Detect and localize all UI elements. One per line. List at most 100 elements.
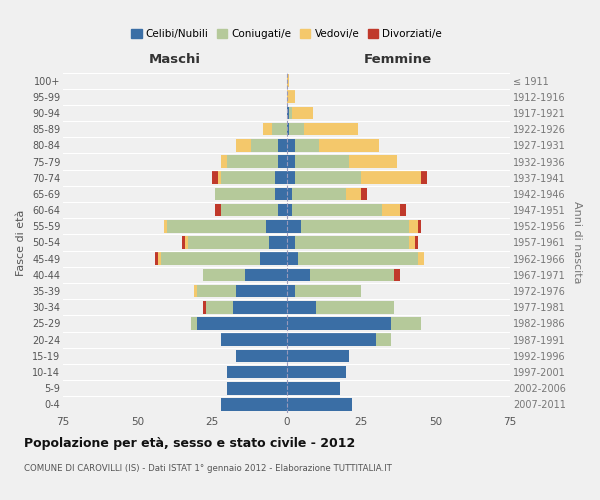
Bar [215,188,275,200]
Bar [266,220,287,232]
Bar [212,172,218,184]
Bar [292,204,382,216]
Bar [287,382,340,394]
Bar [287,139,295,151]
Bar [400,204,406,216]
Bar [346,188,361,200]
Bar [304,123,358,136]
Bar [221,155,227,168]
Bar [287,350,349,362]
Bar [287,366,346,378]
Bar [167,220,266,232]
Bar [221,334,287,346]
Text: Femmine: Femmine [364,53,433,66]
Bar [287,236,295,249]
Bar [295,172,361,184]
Bar [203,301,206,314]
Bar [158,252,161,265]
Bar [421,172,427,184]
Legend: Celibi/Nubili, Coniugati/e, Vedovi/e, Divorziati/e: Celibi/Nubili, Coniugati/e, Vedovi/e, Di… [127,25,446,44]
Bar [287,268,310,281]
Bar [218,172,221,184]
Bar [194,285,197,298]
Bar [185,236,188,249]
Bar [415,236,418,249]
Bar [391,317,421,330]
Bar [349,155,397,168]
Bar [295,155,349,168]
Bar [295,236,409,249]
Y-axis label: Fasce di età: Fasce di età [16,210,26,276]
Bar [287,220,301,232]
Bar [236,285,287,298]
Bar [236,350,287,362]
Bar [287,188,292,200]
Bar [287,90,295,103]
Bar [251,139,278,151]
Bar [376,334,391,346]
Bar [287,398,352,410]
Bar [382,204,400,216]
Bar [287,317,391,330]
Bar [188,236,269,249]
Bar [287,285,295,298]
Bar [227,366,287,378]
Bar [260,252,287,265]
Bar [289,123,304,136]
Bar [245,268,287,281]
Bar [409,220,418,232]
Bar [155,252,158,265]
Bar [161,252,260,265]
Text: Maschi: Maschi [149,53,201,66]
Bar [361,172,421,184]
Bar [292,106,313,120]
Bar [197,285,236,298]
Bar [361,188,367,200]
Bar [275,172,287,184]
Bar [316,301,394,314]
Bar [227,155,278,168]
Bar [221,172,275,184]
Bar [287,155,295,168]
Bar [278,155,287,168]
Bar [203,268,245,281]
Bar [287,204,292,216]
Bar [206,301,233,314]
Bar [215,204,221,216]
Text: Popolazione per età, sesso e stato civile - 2012: Popolazione per età, sesso e stato civil… [24,438,355,450]
Bar [287,252,298,265]
Y-axis label: Anni di nascita: Anni di nascita [572,201,583,283]
Bar [289,106,292,120]
Bar [263,123,272,136]
Bar [278,204,287,216]
Bar [275,188,287,200]
Bar [287,301,316,314]
Bar [227,382,287,394]
Bar [236,139,251,151]
Bar [287,334,376,346]
Bar [287,172,295,184]
Bar [221,204,278,216]
Bar [287,123,289,136]
Bar [301,220,409,232]
Bar [394,268,400,281]
Bar [287,74,289,87]
Bar [221,398,287,410]
Bar [278,139,287,151]
Bar [310,268,394,281]
Bar [233,301,287,314]
Text: COMUNE DI CAROVILLI (IS) - Dati ISTAT 1° gennaio 2012 - Elaborazione TUTTITALIA.: COMUNE DI CAROVILLI (IS) - Dati ISTAT 1°… [24,464,392,473]
Bar [319,139,379,151]
Bar [269,236,287,249]
Bar [292,188,346,200]
Bar [191,317,197,330]
Bar [164,220,167,232]
Bar [409,236,415,249]
Bar [295,139,319,151]
Bar [298,252,418,265]
Bar [418,252,424,265]
Bar [182,236,185,249]
Bar [295,285,361,298]
Bar [287,106,289,120]
Bar [418,220,421,232]
